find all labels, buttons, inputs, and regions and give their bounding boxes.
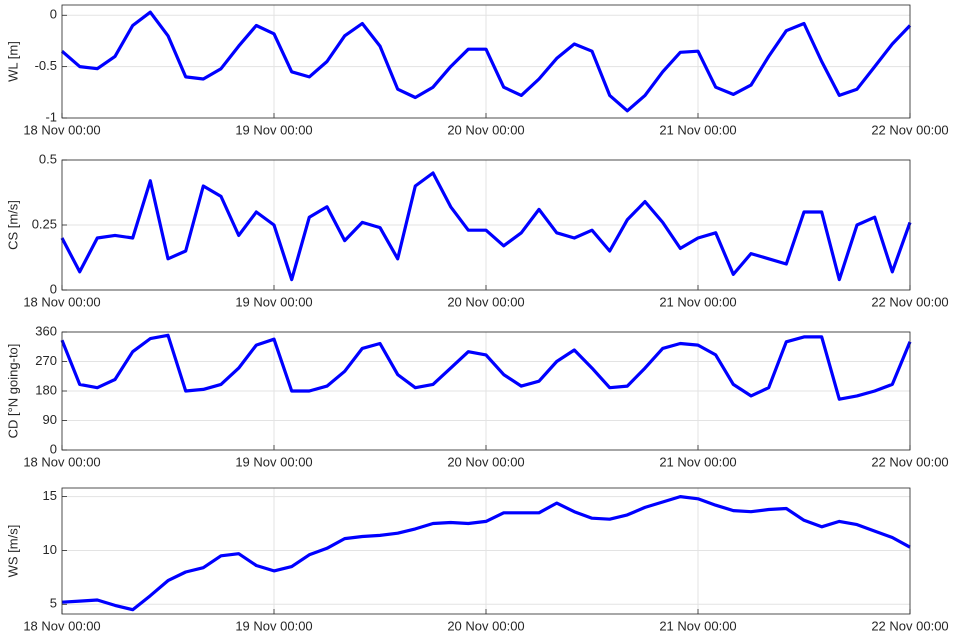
x-tick-label: 22 Nov 00:00 <box>871 454 948 469</box>
x-tick-label: 21 Nov 00:00 <box>659 294 736 309</box>
y-tick-label: 10 <box>43 542 57 557</box>
plot-frame <box>61 159 911 291</box>
y-tick-label: -1 <box>45 109 57 124</box>
x-tick-label: 20 Nov 00:00 <box>447 618 524 633</box>
y-tick-label: 0 <box>50 441 57 456</box>
data-line <box>60 333 912 401</box>
plot-frame <box>61 331 911 451</box>
subplot: 18 Nov 00:00 19 Nov 00:00 20 Nov 00:00 21 N… <box>5 487 949 633</box>
x-tick-label: 21 Nov 00:00 <box>659 618 736 633</box>
x-tick-label: 19 Nov 00:00 <box>235 618 312 633</box>
subplot: 18 Nov 00:00 19 Nov 00:00 20 Nov 00:00 21 N… <box>5 151 948 309</box>
y-axis-label: WL [m] <box>5 41 20 82</box>
y-axis-label: CS [m/s] <box>5 200 20 250</box>
x-tick-label: 19 Nov 00:00 <box>235 122 312 137</box>
y-tick-label: 180 <box>35 382 57 397</box>
y-axis-label: CD [°N going-to] <box>5 344 20 439</box>
x-tick-label: 19 Nov 00:00 <box>235 294 312 309</box>
y-tick-label: 0.25 <box>32 216 57 231</box>
y-tick-label: 5 <box>50 596 57 611</box>
y-tick-label: 0 <box>50 7 57 22</box>
plot-frame <box>61 4 911 119</box>
y-tick-label: 0.5 <box>39 151 57 166</box>
data-line <box>60 171 912 282</box>
x-tick-label: 21 Nov 00:00 <box>659 122 736 137</box>
x-tick-label: 18 Nov 00:00 <box>23 454 100 469</box>
y-tick-label: -0.5 <box>35 58 57 73</box>
x-tick-label: 20 Nov 00:00 <box>447 122 524 137</box>
y-axis-label: WS [m/s] <box>5 525 20 578</box>
x-tick-label: 19 Nov 00:00 <box>235 454 312 469</box>
subplot: 18 Nov 00:00 19 Nov 00:00 20 Nov 00:00 21 N… <box>5 4 949 137</box>
plot-frame <box>61 487 911 615</box>
x-tick-label: 20 Nov 00:00 <box>447 454 524 469</box>
y-tick-label: 90 <box>43 412 57 427</box>
x-tick-label: 22 Nov 00:00 <box>871 618 948 633</box>
y-tick-label: 360 <box>35 323 57 338</box>
data-line <box>61 495 911 612</box>
x-tick-label: 18 Nov 00:00 <box>23 122 100 137</box>
x-tick-label: 22 Nov 00:00 <box>871 294 948 309</box>
x-tick-label: 18 Nov 00:00 <box>23 294 100 309</box>
y-tick-label: 15 <box>43 488 57 503</box>
x-tick-label: 22 Nov 00:00 <box>871 122 948 137</box>
x-tick-label: 20 Nov 00:00 <box>447 294 524 309</box>
data-line <box>60 10 912 113</box>
y-tick-label: 0 <box>50 281 57 296</box>
y-tick-label: 270 <box>35 353 57 368</box>
x-tick-label: 21 Nov 00:00 <box>659 454 736 469</box>
x-tick-label: 18 Nov 00:00 <box>23 618 100 633</box>
subplot: 18 Nov 00:00 19 Nov 00:00 20 Nov 00:00 21 N… <box>5 323 948 469</box>
